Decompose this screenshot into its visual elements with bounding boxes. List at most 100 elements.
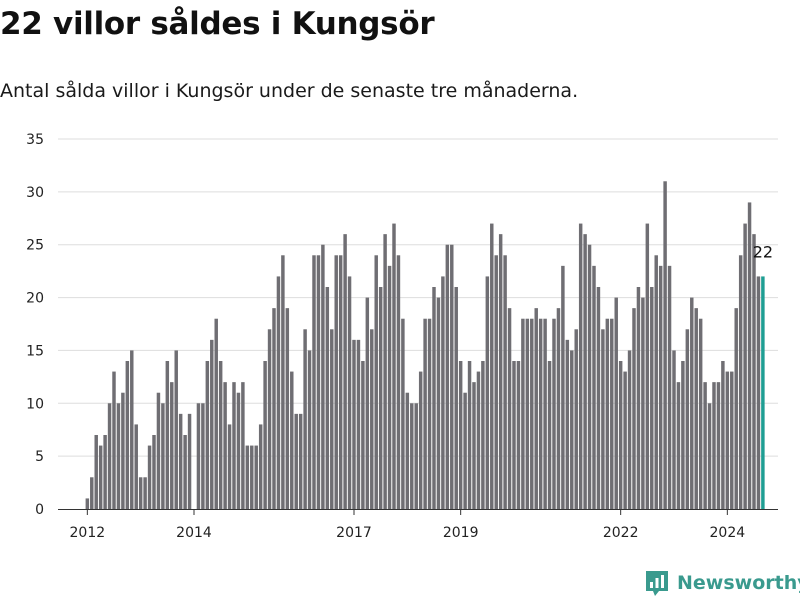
bar (641, 297, 645, 509)
bar (405, 392, 410, 509)
bar (196, 403, 201, 509)
bar (352, 339, 356, 509)
y-tick-label: 20 (26, 291, 44, 307)
x-tick-label: 2022 (603, 525, 639, 541)
bar (156, 392, 161, 509)
bar (605, 318, 610, 509)
bar (432, 287, 436, 509)
bar (418, 371, 423, 509)
bar (423, 318, 427, 509)
bar (236, 392, 241, 509)
bar (374, 255, 378, 509)
bar (250, 445, 254, 509)
bar (241, 382, 245, 509)
bar (223, 382, 227, 509)
x-tick-label: 2019 (443, 525, 479, 541)
bar (636, 287, 641, 509)
x-tick-label: 2014 (176, 525, 212, 541)
bar (205, 361, 210, 509)
bar (698, 318, 703, 509)
bar (610, 318, 614, 509)
bar (565, 339, 570, 509)
bar (712, 382, 716, 509)
bar (721, 361, 725, 509)
bar (214, 318, 218, 509)
bar (356, 339, 361, 509)
bar (321, 244, 325, 509)
bar (690, 297, 694, 509)
bar (427, 318, 432, 509)
bar (285, 308, 290, 509)
y-tick-label: 0 (35, 502, 44, 518)
bar (201, 403, 205, 509)
bar (681, 361, 685, 509)
bar (307, 350, 312, 509)
bar (538, 318, 543, 509)
bar (645, 223, 650, 510)
bar (623, 371, 627, 509)
bar (365, 297, 370, 509)
bar (494, 255, 498, 509)
chart-subtitle: Antal sålda villor i Kungsör under de se… (0, 80, 579, 102)
bar (512, 361, 516, 509)
bar (583, 234, 587, 509)
bar (232, 382, 236, 509)
newsworthy-chart-icon (646, 571, 668, 596)
bar (467, 361, 472, 509)
x-tick-label: 2017 (336, 525, 372, 541)
bar (676, 382, 681, 509)
bar (303, 329, 307, 509)
bar (703, 382, 707, 509)
bar (276, 276, 281, 509)
chart-title: 22 villor såldes i Kungsör (0, 6, 435, 42)
bar (392, 223, 396, 510)
bar (410, 403, 414, 509)
bar (458, 361, 463, 509)
bar (347, 276, 352, 509)
bar (658, 265, 663, 509)
bar (752, 234, 756, 509)
bar (498, 234, 503, 509)
bar (561, 265, 565, 509)
bar (187, 413, 192, 509)
bar (547, 361, 552, 509)
bar (525, 318, 530, 509)
bar (552, 318, 556, 509)
bar (245, 445, 250, 509)
bar (298, 413, 303, 509)
bar (574, 329, 578, 509)
bar (90, 477, 94, 509)
x-tick-label: 2012 (70, 525, 106, 541)
bar (281, 255, 285, 509)
bar (152, 435, 156, 509)
bar (672, 350, 676, 509)
bar (476, 371, 481, 509)
bar (490, 223, 494, 510)
y-tick-label: 5 (35, 449, 44, 465)
bar (112, 371, 116, 509)
bar (387, 265, 392, 509)
bar (263, 361, 267, 509)
y-tick-label: 10 (26, 396, 44, 412)
bar (290, 371, 294, 509)
bar (738, 255, 743, 509)
bar (450, 244, 454, 509)
bar (445, 244, 450, 509)
bar (325, 287, 330, 509)
x-axis-ticks: 2012 2014 2017 2019 2022 2024 (70, 509, 745, 541)
bar-latest (761, 276, 765, 509)
bar (601, 329, 605, 509)
bar (734, 308, 738, 509)
bar (174, 350, 178, 509)
bar (396, 255, 401, 509)
bar (596, 287, 601, 509)
brand-logo[interactable]: Newsworthy (644, 569, 800, 597)
bar (183, 435, 187, 509)
bar (716, 382, 721, 509)
bar (436, 297, 441, 509)
bar (143, 477, 147, 509)
bar (272, 308, 276, 509)
y-tick-label: 25 (26, 238, 44, 254)
bar (507, 308, 512, 509)
bar (743, 223, 747, 510)
